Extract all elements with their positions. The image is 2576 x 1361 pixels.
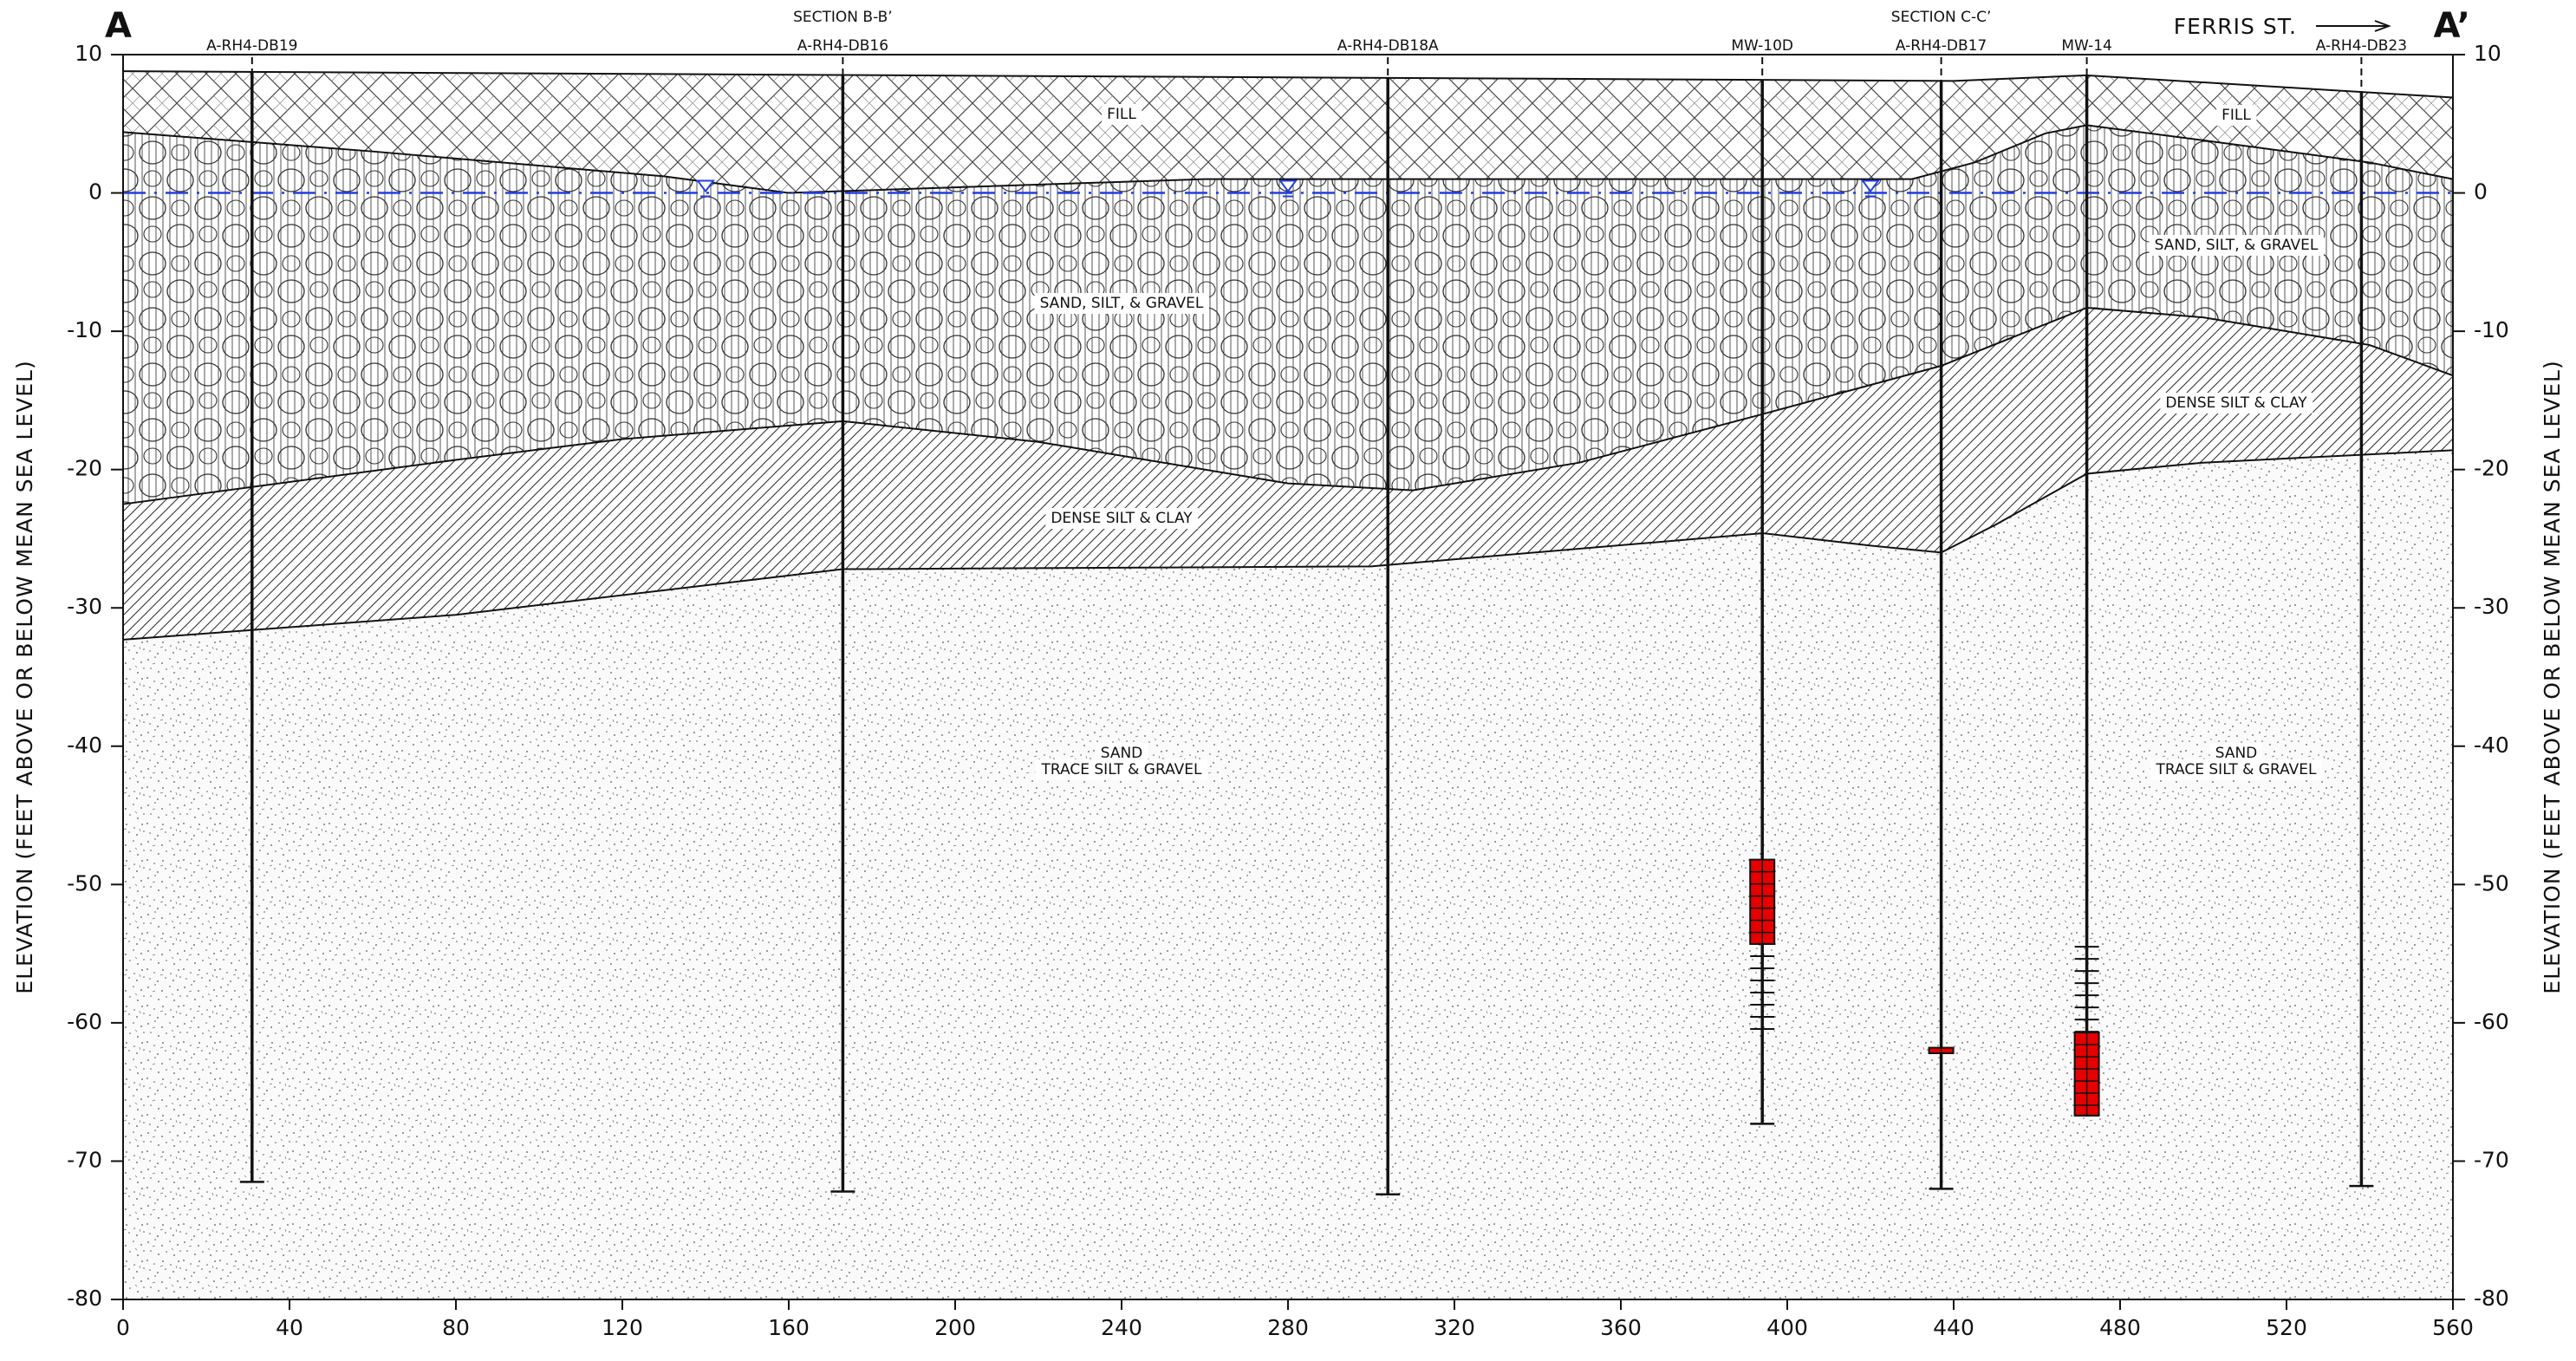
x-tick-label: 80 — [442, 1315, 470, 1340]
boring-name: A-RH4-DB19 — [206, 37, 297, 55]
y-tick-label-right: -50 — [2474, 870, 2509, 895]
layers — [123, 71, 2453, 1299]
y-tick-label-right: -30 — [2474, 594, 2509, 619]
y-tick-label: -80 — [67, 1286, 102, 1311]
y-axis-label-right: ELEVATION (FEET ABOVE OR BELOW MEAN SEA … — [2540, 360, 2565, 993]
x-tick-label: 160 — [768, 1315, 810, 1340]
section-label: SECTION B-B’ — [793, 9, 893, 26]
y-tick-label-right: 0 — [2474, 179, 2488, 205]
layer-label: FILL — [2221, 107, 2251, 124]
layer-label: DENSE SILT & CLAY — [2165, 394, 2307, 412]
boring-name: MW-14 — [2061, 37, 2112, 55]
y-tick-label-right: -20 — [2474, 456, 2509, 481]
x-tick-label: 240 — [1101, 1315, 1142, 1340]
y-tick-label-right: -10 — [2474, 317, 2509, 342]
boring-name: MW-10D — [1731, 37, 1793, 55]
y-tick-label: -30 — [67, 594, 102, 619]
boring-name: A-RH4-DB18A — [1337, 37, 1439, 55]
y-tick-label-right: 10 — [2474, 41, 2501, 66]
x-tick-label: 320 — [1434, 1315, 1475, 1340]
y-axis-label: ELEVATION (FEET ABOVE OR BELOW MEAN SEA … — [12, 360, 37, 993]
y-tick-label: -40 — [67, 733, 102, 758]
x-tick-label: 520 — [2266, 1315, 2307, 1340]
y-tick-label: 0 — [88, 179, 102, 205]
y-tick-label-right: -60 — [2474, 1009, 2509, 1034]
cross-section: 10 10 0 0 -10 -10 -20 -20 -30 -30 -40 -40 -50 -50 -60 -… — [0, 0, 2576, 1361]
end-label: A’ — [2434, 6, 2470, 46]
y-tick-label-right: -80 — [2474, 1286, 2509, 1311]
layer-label: DENSE SILT & CLAY — [1051, 510, 1193, 527]
layer-label: SAND, SILT, & GRAVEL — [2155, 237, 2319, 254]
street-arrow — [2316, 21, 2389, 31]
layer-label: FILL — [1107, 106, 1136, 123]
y-tick-label: -20 — [67, 456, 102, 481]
boring-name: A-RH4-DB23 — [2316, 37, 2407, 55]
start-label: A — [105, 6, 132, 46]
x-tick-label: 280 — [1267, 1315, 1309, 1340]
x-tick-label: 440 — [1933, 1315, 1974, 1340]
x-tick-label: 40 — [276, 1315, 303, 1340]
x-tick-label: 480 — [2099, 1315, 2141, 1340]
boring-name: A-RH4-DB16 — [797, 37, 888, 55]
y-tick-label-right: -40 — [2474, 733, 2509, 758]
section-label: SECTION C-C’ — [1891, 9, 1992, 26]
layer-label: SAND, SILT, & GRAVEL — [1040, 295, 1204, 312]
x-tick-label: 560 — [2432, 1315, 2474, 1340]
layer-label: TRACE SILT & GRAVEL — [1041, 761, 1202, 778]
x-tick-label: 200 — [934, 1315, 976, 1340]
y-tick-label: 10 — [75, 41, 102, 66]
y-tick-label: -60 — [67, 1009, 102, 1034]
y-tick-label-right: -70 — [2474, 1147, 2509, 1172]
y-tick-label: -10 — [67, 317, 102, 342]
y-tick-label: -70 — [67, 1147, 102, 1172]
y-tick-label: -50 — [67, 870, 102, 895]
x-tick-label: 120 — [602, 1315, 643, 1340]
x-tick-label: 360 — [1600, 1315, 1642, 1340]
layer-label: TRACE SILT & GRAVEL — [2156, 761, 2317, 778]
street-label: FERRIS ST. — [2174, 14, 2297, 39]
boring-name: A-RH4-DB17 — [1896, 37, 1987, 55]
page: {"chart_data": { "type": "cross-section"… — [0, 0, 2576, 1361]
x-tick-label: 400 — [1766, 1315, 1808, 1340]
x-tick-label: 0 — [116, 1315, 130, 1340]
